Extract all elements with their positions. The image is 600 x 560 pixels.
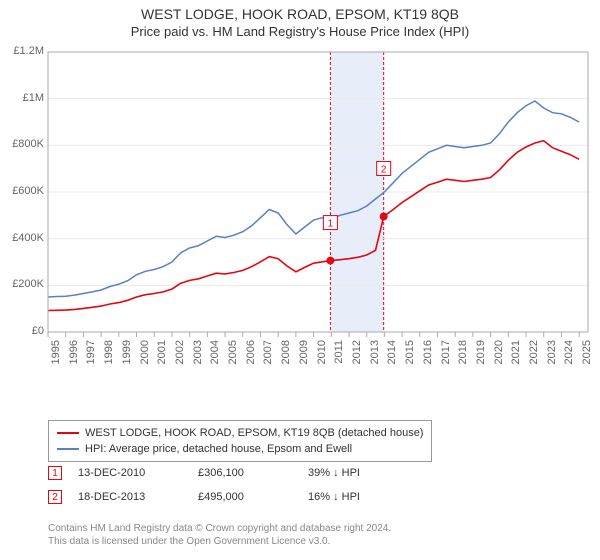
chart-container: WEST LODGE, HOOK ROAD, EPSOM, KT19 8QB P… bbox=[0, 0, 600, 560]
legend-row: HPI: Average price, detached house, Epso… bbox=[57, 441, 423, 457]
sale-marker: 2 bbox=[48, 490, 62, 504]
x-axis-label: 2001 bbox=[156, 340, 168, 370]
x-axis-label: 2004 bbox=[209, 340, 221, 370]
chart-area: 12 £0£200K£400K£600K£800K£1M£1.2M1995199… bbox=[0, 46, 600, 366]
footnote: Contains HM Land Registry data © Crown c… bbox=[48, 522, 391, 548]
sale-price: £495,000 bbox=[198, 491, 308, 503]
x-axis-label: 2012 bbox=[351, 340, 363, 370]
svg-text:2: 2 bbox=[381, 165, 387, 176]
x-axis-label: 1999 bbox=[121, 340, 133, 370]
footnote-line: This data is licensed under the Open Gov… bbox=[48, 536, 330, 547]
x-axis-label: 2017 bbox=[440, 340, 452, 370]
x-axis-label: 2024 bbox=[563, 340, 575, 370]
y-axis-label: £1.2M bbox=[2, 45, 44, 57]
x-axis-label: 2023 bbox=[546, 340, 558, 370]
chart-title: WEST LODGE, HOOK ROAD, EPSOM, KT19 8QB bbox=[0, 0, 600, 22]
legend-label: HPI: Average price, detached house, Epso… bbox=[85, 443, 352, 455]
x-axis-label: 2020 bbox=[493, 340, 505, 370]
y-axis-label: £800K bbox=[2, 138, 44, 150]
x-axis-label: 2005 bbox=[227, 340, 239, 370]
legend-swatch bbox=[57, 448, 79, 450]
x-axis-label: 2018 bbox=[457, 340, 469, 370]
x-axis-label: 2019 bbox=[475, 340, 487, 370]
y-axis-label: £0 bbox=[2, 325, 44, 337]
x-axis-label: 2025 bbox=[581, 340, 593, 370]
y-axis-label: £1M bbox=[2, 92, 44, 104]
x-axis-label: 1995 bbox=[50, 340, 62, 370]
x-axis-label: 2016 bbox=[422, 340, 434, 370]
x-axis-label: 2021 bbox=[510, 340, 522, 370]
legend-row: WEST LODGE, HOOK ROAD, EPSOM, KT19 8QB (… bbox=[57, 425, 423, 441]
chart-subtitle: Price paid vs. HM Land Registry's House … bbox=[0, 24, 600, 39]
x-axis-label: 2000 bbox=[139, 340, 151, 370]
x-axis-label: 1997 bbox=[85, 340, 97, 370]
footnote-line: Contains HM Land Registry data © Crown c… bbox=[48, 523, 391, 534]
x-axis-label: 2002 bbox=[174, 340, 186, 370]
x-axis-label: 2022 bbox=[528, 340, 540, 370]
x-axis-label: 2008 bbox=[280, 340, 292, 370]
x-axis-label: 2009 bbox=[298, 340, 310, 370]
x-axis-label: 1996 bbox=[68, 340, 80, 370]
legend: WEST LODGE, HOOK ROAD, EPSOM, KT19 8QB (… bbox=[48, 420, 432, 462]
x-axis-label: 2015 bbox=[404, 340, 416, 370]
sale-marker: 1 bbox=[48, 466, 62, 480]
svg-text:1: 1 bbox=[328, 219, 334, 230]
y-axis-label: £200K bbox=[2, 278, 44, 290]
sale-date: 18-DEC-2013 bbox=[78, 491, 198, 503]
sale-diff: 16% ↓ HPI bbox=[308, 491, 418, 503]
legend-swatch bbox=[57, 432, 79, 434]
x-axis-label: 2010 bbox=[316, 340, 328, 370]
sale-price: £306,100 bbox=[198, 467, 308, 479]
x-axis-label: 2003 bbox=[192, 340, 204, 370]
x-axis-label: 1998 bbox=[103, 340, 115, 370]
sale-row: 1 13-DEC-2010£306,10039% ↓ HPI bbox=[48, 466, 418, 480]
y-axis-label: £600K bbox=[2, 185, 44, 197]
x-axis-label: 2011 bbox=[333, 340, 345, 370]
sale-date: 13-DEC-2010 bbox=[78, 467, 198, 479]
x-axis-label: 2013 bbox=[369, 340, 381, 370]
x-axis-label: 2014 bbox=[386, 340, 398, 370]
legend-label: WEST LODGE, HOOK ROAD, EPSOM, KT19 8QB (… bbox=[85, 427, 423, 439]
sale-diff: 39% ↓ HPI bbox=[308, 467, 418, 479]
y-axis-label: £400K bbox=[2, 232, 44, 244]
sale-row: 2 18-DEC-2013£495,00016% ↓ HPI bbox=[48, 490, 418, 504]
x-axis-label: 2006 bbox=[245, 340, 257, 370]
x-axis-label: 2007 bbox=[262, 340, 274, 370]
